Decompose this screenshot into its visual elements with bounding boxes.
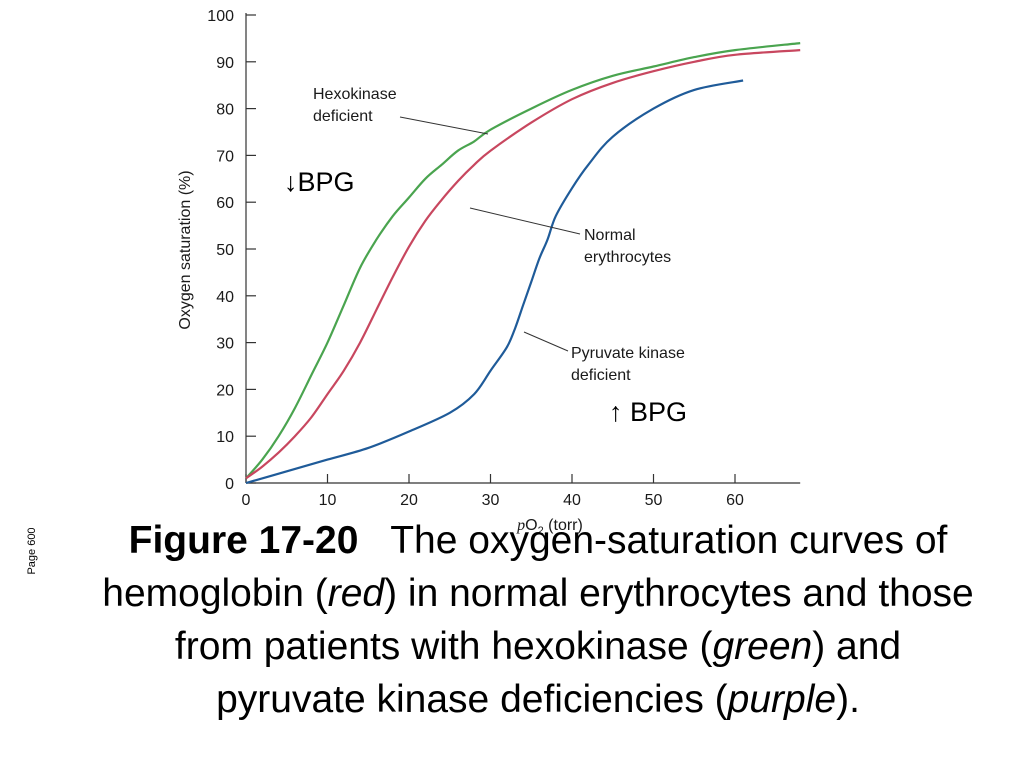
caption-green: green: [712, 625, 813, 668]
y-axis-title: Oxygen saturation (%): [177, 170, 194, 329]
pyruvate-kinase-curve: [245, 79, 744, 485]
y-tick-label: 30: [216, 336, 234, 353]
x-tick-label: 10: [319, 492, 337, 509]
y-tick-label: 20: [216, 382, 234, 399]
curve-labels: Hexokinase deficient Normal erythrocytes Pyr…: [313, 86, 685, 384]
pyruvate-kinase-label-leader: [523, 331, 569, 352]
caption-text-3: ) and pyruvate kinase deficiencies (: [216, 625, 902, 721]
hexokinase-label: Hexokinase deficient: [313, 86, 397, 125]
x-tick-label: 20: [400, 492, 418, 509]
saturation-chart: 0 10 20 30 40 50 60 70 80 90 100 0 10 20 30 40 50 60 Hex…: [177, 8, 801, 537]
x-tick-label: 0: [242, 492, 251, 509]
bpg-increase-label: ↑ BPG: [609, 397, 687, 427]
y-tick-label: 10: [216, 429, 234, 446]
bpg-decrease-label: ↓BPG: [284, 167, 355, 197]
x-axis-title-sub: 2: [538, 525, 544, 537]
y-tick-label: 70: [216, 148, 234, 165]
y-tick-label: 60: [216, 195, 234, 212]
y-axis: 0 10 20 30 40 50 60 70 80 90 100: [207, 8, 256, 493]
figure-caption: Figure 17-20 The oxygen-saturation curve…: [100, 514, 976, 726]
normal-label-leader: [469, 207, 581, 235]
caption-red: red: [327, 572, 385, 615]
y-tick-label: 0: [225, 476, 234, 493]
caption-text-4: ).: [836, 678, 860, 721]
y-tick-label: 80: [216, 102, 234, 119]
curves: [245, 42, 801, 485]
x-axis: 0 10 20 30 40 50 60: [242, 474, 801, 509]
pyruvate-kinase-label: Pyruvate kinase deficient: [571, 345, 685, 384]
y-tick-label: 100: [207, 8, 234, 25]
normal-label: Normal erythrocytes: [584, 227, 671, 266]
x-tick-label: 40: [563, 492, 581, 509]
x-tick-label: 50: [645, 492, 663, 509]
y-tick-label: 40: [216, 289, 234, 306]
page-number: Page 600: [26, 527, 38, 575]
x-tick-label: 60: [726, 492, 744, 509]
x-axis-title: pO2 (torr): [516, 517, 583, 537]
x-tick-label: 30: [482, 492, 500, 509]
normal-curve: [245, 49, 801, 480]
caption-text-2: ) in normal erythrocytes and those from …: [174, 572, 974, 668]
y-tick-label: 50: [216, 242, 234, 259]
x-axis-title-unit: (torr): [544, 517, 583, 534]
hexokinase-curve: [245, 42, 801, 480]
caption-purple: purple: [727, 678, 837, 721]
x-axis-title-p: p: [516, 517, 525, 534]
figure-label: Figure 17-20: [128, 519, 359, 562]
x-axis-title-o: O: [525, 517, 537, 534]
hexokinase-label-leader: [399, 116, 489, 135]
caption-text-1: The oxygen-saturation curves of hemoglob…: [102, 519, 948, 615]
y-tick-label: 90: [216, 55, 234, 72]
